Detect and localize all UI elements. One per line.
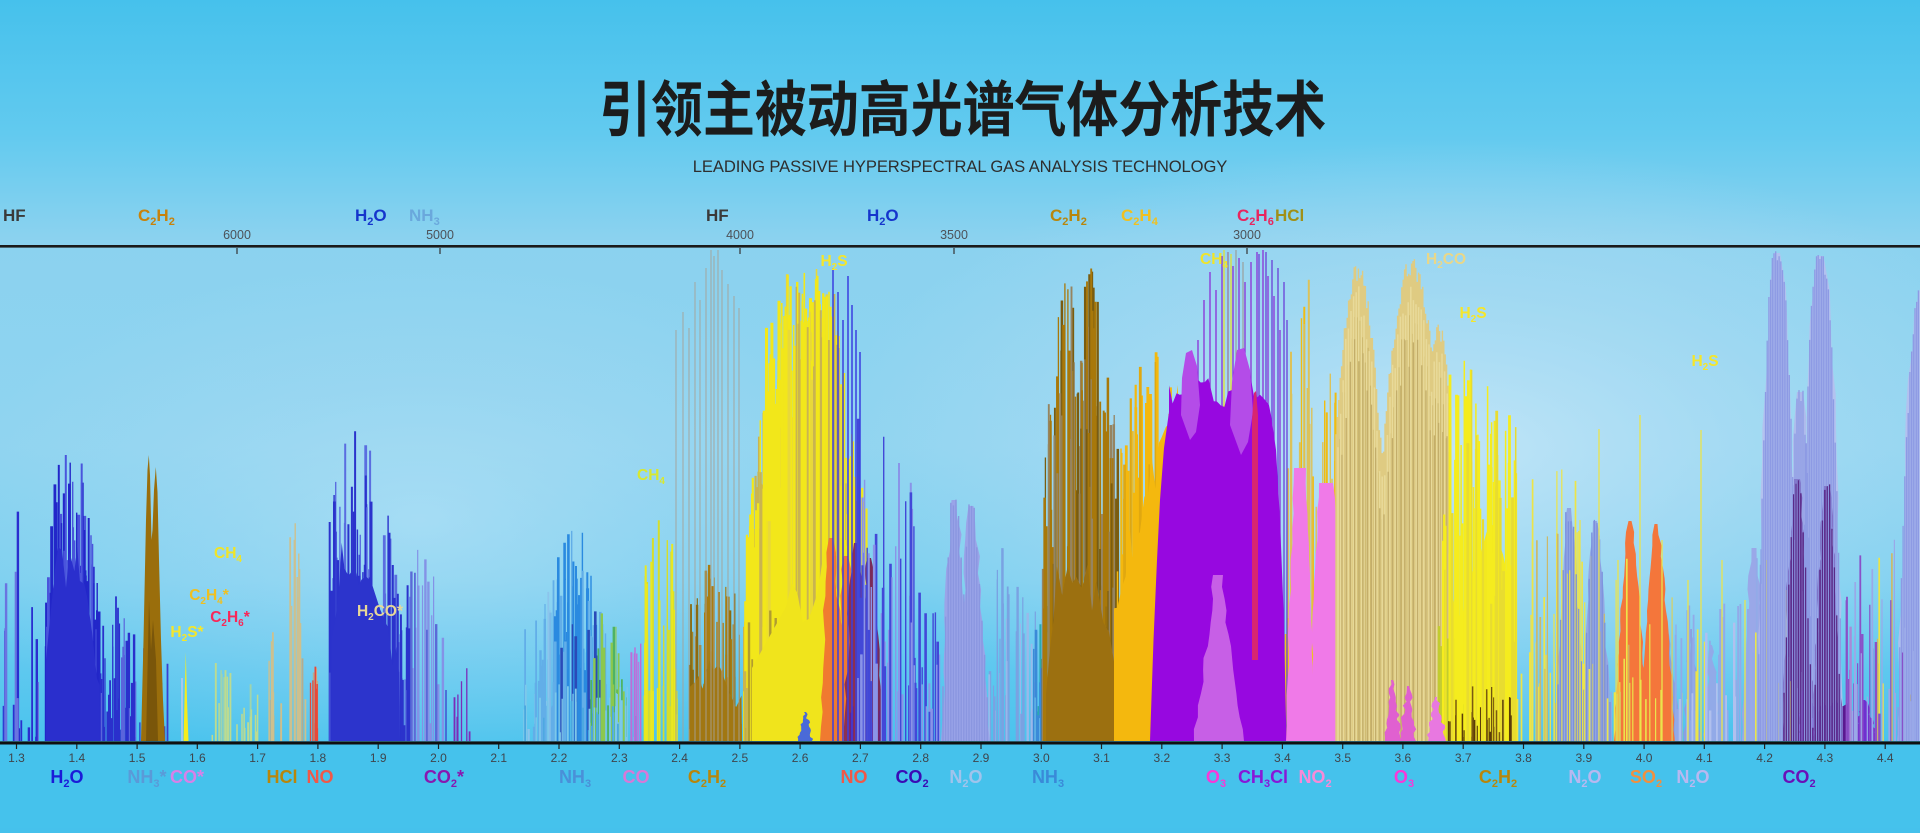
svg-text:3.8: 3.8 xyxy=(1515,751,1532,765)
svg-text:1.4: 1.4 xyxy=(68,751,85,765)
svg-text:4.4: 4.4 xyxy=(1877,751,1894,765)
svg-text:CO2: CO2 xyxy=(895,767,928,790)
svg-text:CO2*: CO2* xyxy=(424,767,464,790)
svg-text:CO: CO xyxy=(623,767,650,787)
svg-text:1.9: 1.9 xyxy=(370,751,387,765)
svg-text:H2O: H2O xyxy=(50,767,83,790)
svg-text:NH3*: NH3* xyxy=(127,767,166,790)
svg-text:2.3: 2.3 xyxy=(611,751,628,765)
svg-text:LEADING PASSIVE HYPERSPECTRAL: LEADING PASSIVE HYPERSPECTRAL GAS ANALYS… xyxy=(693,157,1228,176)
svg-text:C2H2: C2H2 xyxy=(1050,206,1087,228)
svg-text:C2H6: C2H6 xyxy=(1237,206,1274,228)
svg-text:H2S: H2S xyxy=(1691,353,1718,373)
svg-text:2.9: 2.9 xyxy=(973,751,990,765)
svg-text:HCl: HCl xyxy=(267,767,298,787)
svg-text:4000: 4000 xyxy=(726,228,754,242)
svg-text:NO: NO xyxy=(307,767,334,787)
svg-text:3.2: 3.2 xyxy=(1153,751,1170,765)
svg-text:H2CO*: H2CO* xyxy=(357,603,404,623)
svg-text:3.7: 3.7 xyxy=(1455,751,1472,765)
svg-text:CH3Cl: CH3Cl xyxy=(1238,767,1288,790)
svg-text:H2S: H2S xyxy=(1459,305,1486,325)
svg-text:3500: 3500 xyxy=(940,228,968,242)
svg-text:CH4: CH4 xyxy=(1200,251,1228,271)
svg-text:O3: O3 xyxy=(1206,767,1226,790)
svg-text:HF: HF xyxy=(706,206,729,225)
svg-text:C2H4*: C2H4* xyxy=(189,587,230,607)
svg-text:HCl: HCl xyxy=(1275,206,1304,225)
svg-text:1.5: 1.5 xyxy=(129,751,146,765)
svg-text:2.2: 2.2 xyxy=(551,751,568,765)
svg-text:H2S*: H2S* xyxy=(170,624,204,644)
svg-text:3.5: 3.5 xyxy=(1334,751,1351,765)
svg-text:3.3: 3.3 xyxy=(1214,751,1231,765)
svg-text:2.4: 2.4 xyxy=(671,751,688,765)
svg-text:C2H2: C2H2 xyxy=(138,206,175,228)
svg-text:3.1: 3.1 xyxy=(1093,751,1110,765)
svg-text:C2H6*: C2H6* xyxy=(210,609,251,629)
svg-text:2.8: 2.8 xyxy=(912,751,929,765)
svg-text:2.0: 2.0 xyxy=(430,751,447,765)
svg-text:C2H2: C2H2 xyxy=(1479,767,1517,790)
svg-text:O3: O3 xyxy=(1394,767,1414,790)
svg-text:H2O: H2O xyxy=(867,206,899,228)
svg-text:3000: 3000 xyxy=(1233,228,1261,242)
svg-text:4.2: 4.2 xyxy=(1756,751,1773,765)
svg-text:N2O: N2O xyxy=(1676,767,1709,790)
svg-text:4.0: 4.0 xyxy=(1636,751,1653,765)
svg-text:SO2: SO2 xyxy=(1630,767,1662,790)
svg-text:1.8: 1.8 xyxy=(310,751,327,765)
svg-text:HF: HF xyxy=(3,206,26,225)
svg-text:NH3: NH3 xyxy=(1032,767,1064,790)
svg-text:H2O: H2O xyxy=(355,206,387,228)
svg-text:1.3: 1.3 xyxy=(8,751,25,765)
svg-text:CO*: CO* xyxy=(170,767,204,787)
svg-text:NO2: NO2 xyxy=(1298,767,1331,790)
svg-text:CH4: CH4 xyxy=(637,467,665,487)
svg-text:2.5: 2.5 xyxy=(732,751,749,765)
svg-text:6000: 6000 xyxy=(223,228,251,242)
svg-text:4.1: 4.1 xyxy=(1696,751,1713,765)
svg-text:2.1: 2.1 xyxy=(490,751,507,765)
svg-text:N2O: N2O xyxy=(949,767,982,790)
svg-text:1.6: 1.6 xyxy=(189,751,206,765)
svg-text:NH3: NH3 xyxy=(559,767,591,790)
svg-text:3.0: 3.0 xyxy=(1033,751,1050,765)
svg-text:1.7: 1.7 xyxy=(249,751,266,765)
svg-text:2.7: 2.7 xyxy=(852,751,869,765)
svg-text:2.6: 2.6 xyxy=(792,751,809,765)
svg-text:5000: 5000 xyxy=(426,228,454,242)
svg-text:3.9: 3.9 xyxy=(1575,751,1592,765)
svg-text:3.6: 3.6 xyxy=(1395,751,1412,765)
svg-text:NH3: NH3 xyxy=(409,206,440,228)
svg-text:4.3: 4.3 xyxy=(1817,751,1834,765)
svg-text:C2H2: C2H2 xyxy=(688,767,726,790)
svg-text:CO2: CO2 xyxy=(1782,767,1815,790)
svg-text:H2CO: H2CO xyxy=(1426,251,1466,271)
svg-text:3.4: 3.4 xyxy=(1274,751,1291,765)
svg-text:CH4: CH4 xyxy=(214,545,242,565)
svg-text:H2S: H2S xyxy=(820,253,847,273)
svg-text:N2O: N2O xyxy=(1568,767,1601,790)
svg-text:NO: NO xyxy=(841,767,868,787)
svg-text:C2H4: C2H4 xyxy=(1121,206,1159,228)
